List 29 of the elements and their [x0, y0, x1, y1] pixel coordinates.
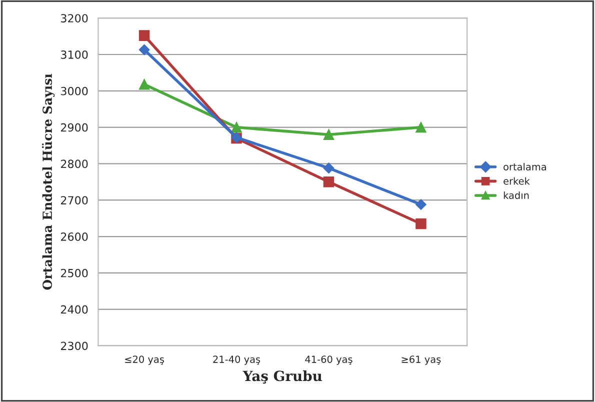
point: [416, 122, 426, 133]
y-tick-label: 2300: [60, 342, 88, 350]
y-axis-title: Ortalama Endotel Hücre Sayısı: [42, 74, 55, 290]
point: [231, 122, 242, 133]
legend-label: erkek: [504, 177, 530, 185]
y-tick-label: 2600: [60, 232, 88, 241]
point: [138, 44, 150, 56]
y-tick-label: 2900: [60, 123, 88, 132]
x-tick-label: ≤20 yaş: [125, 356, 164, 365]
legend-label: kadın: [504, 191, 529, 199]
x-tick-label: ≥61 yaş: [402, 356, 441, 365]
legend-label: ortalama: [504, 162, 546, 170]
x-tick-label: 41-60 yaş: [305, 356, 352, 365]
point: [416, 218, 426, 230]
y-tick-label: 2500: [60, 268, 88, 278]
point: [323, 129, 334, 140]
point: [138, 78, 150, 90]
x-axis-title: Yaş Grubu: [242, 370, 322, 384]
x-tick-label: 21-40 yaş: [213, 356, 260, 365]
point: [323, 162, 334, 174]
y-tick-label: 3100: [61, 50, 88, 59]
y-tick-label: 3000: [61, 86, 88, 96]
y-tick-label: 2400: [60, 305, 88, 314]
point: [323, 176, 334, 188]
y-tick-label: 2700: [60, 196, 88, 204]
point: [416, 199, 426, 210]
point: [138, 30, 150, 41]
y-tick-label: 2800: [60, 160, 88, 168]
y-tick-label: 3200: [61, 14, 88, 22]
